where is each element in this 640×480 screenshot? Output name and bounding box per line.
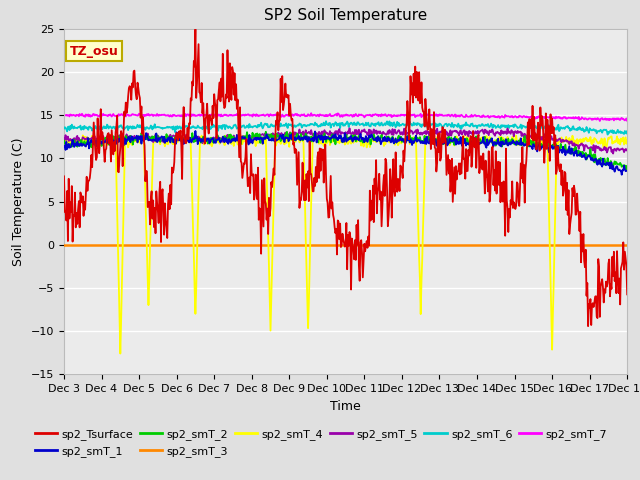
sp2_smT_7 — [208, 111, 216, 117]
sp2_smT_1 — [191, 128, 199, 134]
sp2_smT_6 — [604, 132, 611, 137]
Line: sp2_Tsurface: sp2_Tsurface — [64, 29, 627, 326]
sp2_smT_7 — [573, 115, 580, 121]
sp2_smT_6 — [184, 124, 191, 130]
sp2_smT_6 — [208, 123, 216, 129]
sp2_smT_1 — [184, 133, 191, 139]
sp2_smT_2 — [448, 137, 456, 143]
sp2_smT_4 — [449, 139, 456, 144]
sp2_smT_6 — [448, 120, 456, 126]
sp2_smT_1 — [573, 147, 580, 153]
sp2_smT_5 — [208, 137, 216, 143]
sp2_smT_2 — [338, 134, 346, 140]
Line: sp2_smT_1: sp2_smT_1 — [64, 131, 627, 175]
sp2_smT_1 — [392, 140, 400, 145]
sp2_smT_5 — [392, 131, 400, 136]
sp2_smT_2 — [184, 136, 191, 142]
sp2_smT_7 — [307, 110, 315, 116]
sp2_smT_1 — [623, 168, 631, 174]
Y-axis label: Soil Temperature (C): Soil Temperature (C) — [12, 137, 26, 266]
sp2_Tsurface — [573, 212, 580, 217]
sp2_smT_5 — [623, 146, 631, 152]
sp2_smT_4 — [339, 140, 346, 145]
sp2_smT_6 — [573, 126, 580, 132]
sp2_smT_5 — [184, 138, 191, 144]
Text: TZ_osu: TZ_osu — [70, 45, 118, 58]
sp2_smT_4 — [394, 137, 401, 143]
sp2_smT_3 — [572, 242, 579, 248]
sp2_Tsurface — [338, 241, 346, 247]
sp2_smT_7 — [623, 118, 631, 124]
sp2_smT_4 — [573, 136, 581, 142]
sp2_smT_3 — [60, 242, 68, 248]
sp2_smT_7 — [60, 111, 68, 117]
sp2_smT_4 — [184, 138, 192, 144]
sp2_smT_6 — [623, 128, 631, 134]
sp2_smT_6 — [338, 121, 346, 127]
sp2_smT_3 — [184, 242, 191, 248]
sp2_smT_4 — [116, 351, 124, 357]
sp2_smT_3 — [392, 242, 399, 248]
Line: sp2_smT_7: sp2_smT_7 — [64, 113, 627, 121]
sp2_smT_3 — [337, 242, 345, 248]
sp2_Tsurface — [60, 173, 68, 179]
sp2_smT_4 — [286, 131, 294, 137]
sp2_smT_6 — [392, 122, 400, 128]
sp2_Tsurface — [584, 323, 592, 329]
sp2_smT_7 — [338, 112, 346, 118]
sp2_smT_2 — [623, 167, 630, 173]
X-axis label: Time: Time — [330, 400, 361, 413]
Line: sp2_smT_4: sp2_smT_4 — [64, 134, 627, 354]
sp2_smT_2 — [573, 148, 580, 154]
sp2_smT_4 — [60, 138, 68, 144]
sp2_smT_1 — [618, 172, 625, 178]
Line: sp2_smT_6: sp2_smT_6 — [64, 121, 627, 134]
Line: sp2_smT_5: sp2_smT_5 — [64, 128, 627, 154]
sp2_Tsurface — [392, 180, 400, 186]
sp2_smT_2 — [623, 163, 631, 169]
sp2_smT_1 — [338, 138, 346, 144]
sp2_smT_5 — [337, 131, 345, 137]
sp2_Tsurface — [448, 156, 456, 162]
Line: sp2_smT_2: sp2_smT_2 — [64, 132, 627, 170]
sp2_smT_5 — [573, 142, 580, 148]
sp2_smT_6 — [60, 126, 68, 132]
sp2_smT_7 — [184, 111, 191, 117]
sp2_smT_1 — [209, 135, 216, 141]
sp2_smT_3 — [447, 242, 455, 248]
sp2_Tsurface — [623, 291, 631, 297]
sp2_smT_1 — [448, 139, 456, 144]
sp2_smT_4 — [623, 138, 631, 144]
Legend: sp2_Tsurface, sp2_smT_1, sp2_smT_2, sp2_smT_3, sp2_smT_4, sp2_smT_5, sp2_smT_6, : sp2_Tsurface, sp2_smT_1, sp2_smT_2, sp2_… — [30, 425, 612, 461]
sp2_smT_2 — [60, 138, 68, 144]
sp2_smT_4 — [209, 141, 216, 146]
sp2_smT_2 — [262, 129, 269, 134]
sp2_smT_5 — [346, 125, 353, 131]
Title: SP2 Soil Temperature: SP2 Soil Temperature — [264, 9, 428, 24]
sp2_smT_1 — [60, 144, 68, 149]
sp2_smT_3 — [623, 242, 631, 248]
sp2_Tsurface — [184, 125, 191, 131]
sp2_Tsurface — [209, 103, 216, 108]
sp2_smT_7 — [448, 112, 456, 118]
sp2_smT_5 — [60, 136, 68, 142]
sp2_smT_3 — [208, 242, 216, 248]
sp2_smT_5 — [609, 151, 617, 156]
sp2_smT_5 — [448, 130, 456, 136]
sp2_smT_6 — [322, 119, 330, 124]
sp2_smT_7 — [596, 118, 604, 124]
sp2_smT_7 — [392, 113, 400, 119]
sp2_smT_2 — [392, 140, 400, 145]
sp2_Tsurface — [191, 26, 199, 32]
sp2_smT_2 — [208, 138, 216, 144]
